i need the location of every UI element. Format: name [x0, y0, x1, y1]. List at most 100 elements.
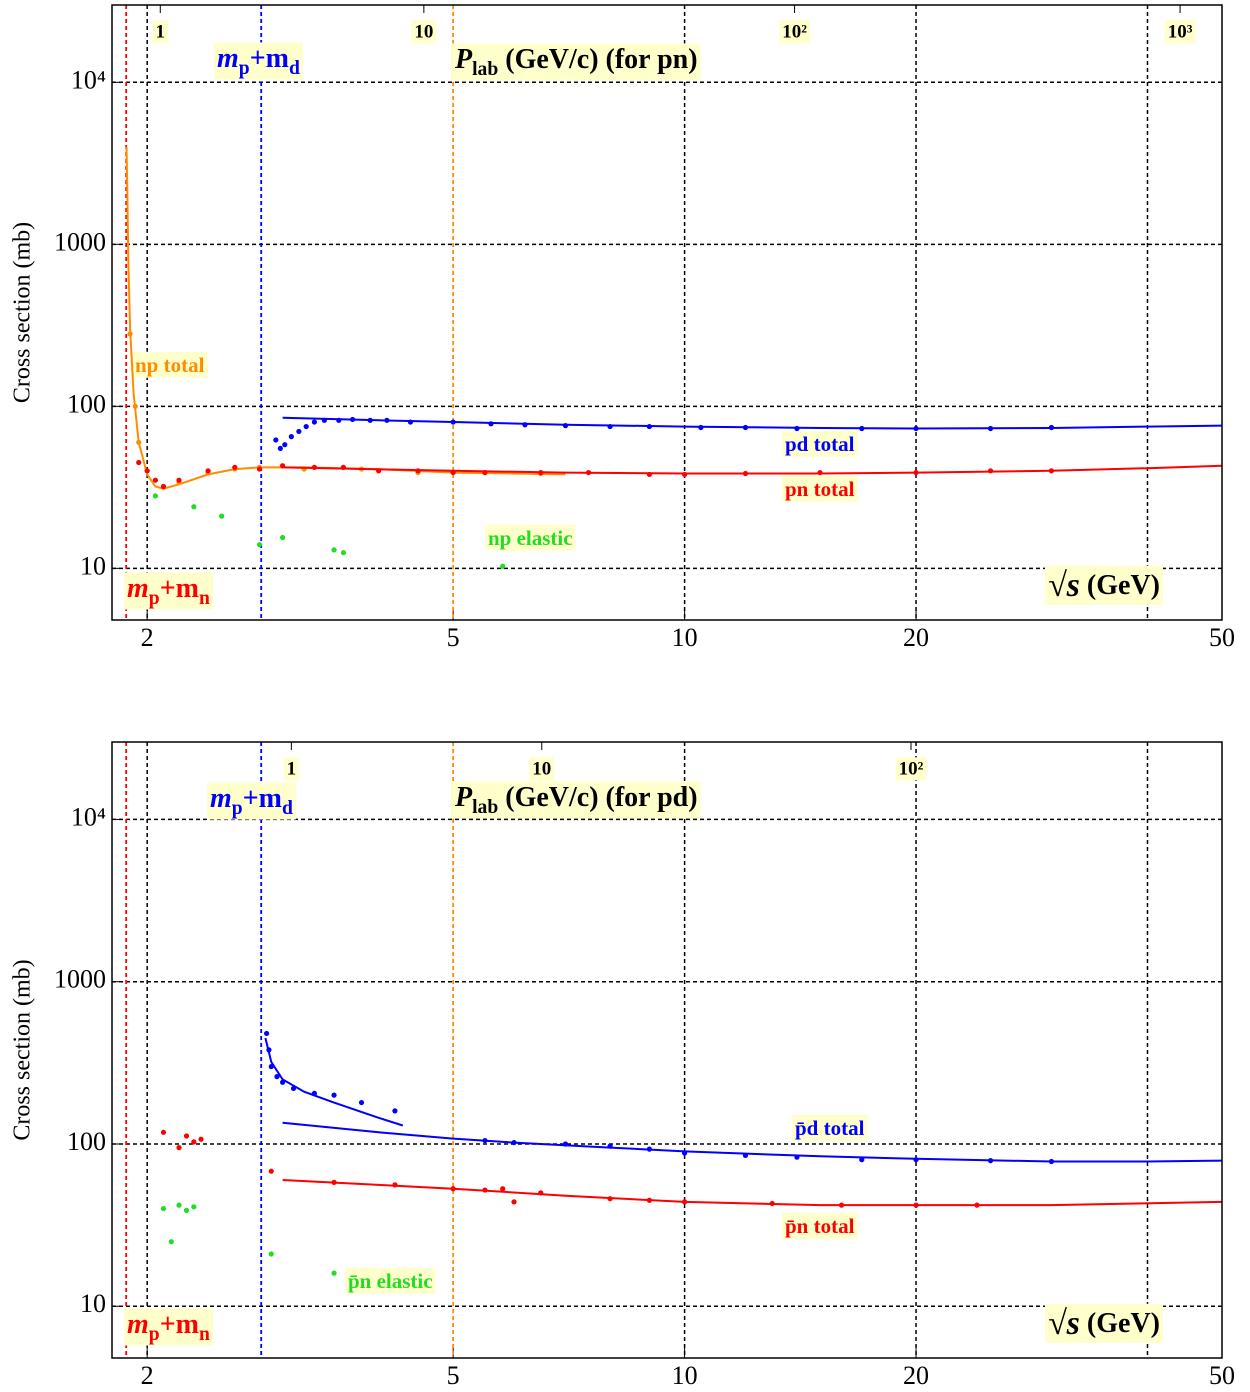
x-tick-label: 10: [672, 623, 698, 652]
data-point: [279, 534, 286, 541]
data-point: [268, 1063, 274, 1070]
data-point: [349, 416, 356, 423]
data-point: [450, 469, 456, 476]
data-point: [392, 1108, 398, 1114]
y-axis-title: Cross section (mb): [10, 222, 36, 403]
series-label: p̄n total: [785, 1214, 855, 1238]
x2-tick-label: 10³: [1168, 21, 1193, 42]
x-tick-label: 20: [903, 623, 929, 652]
data-point: [681, 471, 688, 478]
plot-background: [112, 742, 1222, 1358]
x2-axis-title-part: P: [454, 44, 473, 75]
x2-tick-label: 10²: [782, 21, 807, 42]
x2-axis-title-part: lab: [472, 59, 498, 80]
data-point: [256, 466, 263, 472]
data-point: [646, 1146, 653, 1152]
data-point: [974, 1202, 980, 1208]
data-point: [384, 417, 390, 423]
label-box: [782, 475, 858, 502]
series-label: np elastic: [488, 526, 573, 550]
data-point: [838, 1202, 845, 1208]
data-point: [311, 1090, 317, 1096]
data-point: [367, 417, 373, 423]
data-point: [681, 1199, 688, 1205]
data-point: [607, 1143, 613, 1149]
data-point: [256, 542, 263, 548]
data-point: [183, 1133, 190, 1139]
label-box: [132, 351, 208, 378]
threshold-label-part: n: [199, 588, 210, 609]
data-point: [176, 1145, 182, 1151]
label-box: [411, 20, 437, 44]
data-point: [144, 468, 150, 474]
data-point: [859, 425, 865, 432]
threshold-label-part: m: [127, 1309, 149, 1340]
data-point: [290, 1085, 297, 1092]
data-point: [160, 483, 167, 490]
x-tick-label: 2: [141, 1361, 154, 1390]
data-point: [562, 423, 569, 429]
data-point: [817, 469, 823, 476]
data-point: [1048, 1158, 1055, 1165]
threshold-label-part: p: [232, 798, 243, 819]
threshold-label-part: d: [282, 798, 293, 819]
data-point: [415, 468, 421, 474]
data-point: [646, 471, 653, 478]
x-tick-label: 2: [141, 623, 154, 652]
data-point: [538, 1190, 544, 1196]
x-axis-title: √s (GeV): [1048, 1305, 1160, 1342]
data-point: [987, 1158, 994, 1164]
label-box: [792, 1114, 868, 1141]
threshold-label-part: +m: [160, 1309, 199, 1340]
data-point: [205, 468, 211, 474]
label-box: [345, 1267, 436, 1294]
data-point: [511, 1139, 517, 1146]
x-axis-title-part: √s: [1048, 1305, 1080, 1342]
data-point: [407, 419, 414, 425]
data-point: [500, 1186, 506, 1192]
threshold-label-part: d: [289, 58, 300, 79]
data-point: [742, 470, 749, 477]
data-point: [152, 477, 159, 483]
threshold-label-part: +m: [250, 43, 289, 74]
label-box: [124, 1308, 213, 1346]
data-point: [152, 493, 159, 499]
threshold-label-part: m: [210, 783, 232, 814]
series-label: p̄n elastic: [348, 1269, 433, 1293]
data-point: [331, 1270, 337, 1276]
data-point: [331, 1092, 337, 1098]
data-point: [279, 1079, 286, 1085]
data-point: [607, 423, 613, 430]
data-point: [511, 1199, 517, 1205]
data-point: [742, 1152, 749, 1159]
data-point: [500, 563, 506, 569]
label-box: [485, 524, 576, 551]
data-point: [681, 1150, 688, 1156]
x-axis-title-part: √s: [1048, 567, 1080, 604]
data-point: [450, 419, 456, 425]
data-point: [279, 463, 286, 469]
data-point: [311, 464, 317, 470]
x-tick-label: 5: [447, 623, 460, 652]
threshold-label: mp+md: [217, 43, 300, 78]
data-point: [482, 1187, 488, 1193]
x2-axis-title: Plab (GeV/c) (for pd): [454, 782, 698, 817]
label-box: [779, 20, 811, 44]
x2-tick-label: 10: [532, 758, 551, 779]
data-point: [698, 424, 704, 431]
label-box: [207, 782, 296, 820]
y-tick-label: 100: [67, 389, 106, 418]
x2-tick-label: 10: [414, 21, 433, 42]
data-point: [913, 1157, 919, 1163]
y-tick-label: 10: [80, 1289, 106, 1318]
data-point: [859, 1157, 865, 1163]
label-box: [1164, 20, 1196, 44]
plot-frame: [111, 741, 1223, 1359]
data-point: [913, 469, 919, 476]
plot-frame: [111, 4, 1223, 621]
data-point: [176, 1202, 182, 1208]
y-tick-label: 100: [67, 1127, 106, 1156]
threshold-label: mp+mn: [127, 573, 210, 608]
x-axis-title: √s (GeV): [1048, 567, 1160, 604]
label-box: [451, 781, 701, 819]
